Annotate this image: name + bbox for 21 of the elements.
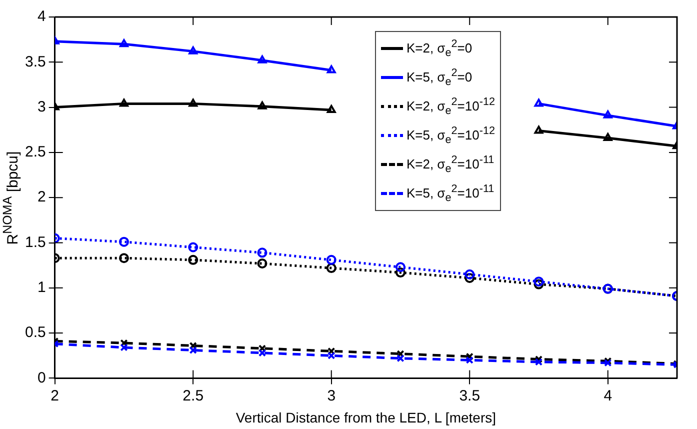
- y-tick-label: 3: [38, 98, 46, 116]
- legend-label: K=2, σ$_{e}$$^{2}$=10$^{-11}$: [406, 152, 494, 177]
- x-tick-label: 4: [604, 387, 612, 404]
- x-axis-title: Vertical Distance from the LED, L [meters]: [236, 409, 496, 426]
- legend-label: K=5, σ$_{e}$$^{2}$=10$^{-11}$: [406, 182, 494, 206]
- x-tick-label: 3: [327, 387, 336, 404]
- y-tick-label: 2: [38, 188, 46, 206]
- y-tick-label: 0: [38, 369, 46, 386]
- y-tick-label: 4: [38, 8, 46, 26]
- y-tick-label: 2.5: [24, 144, 46, 161]
- x-tick-label: 2: [50, 387, 60, 404]
- legend-label: K=2, σ$_{e}$$^{2}$=10$^{-12}$: [406, 94, 495, 119]
- legend-label: K=5, σ$_{e}$$^{2}$=0: [406, 66, 472, 90]
- y-tick-label: 0.5: [24, 324, 46, 342]
- x-tick-label: 2.5: [182, 387, 204, 404]
- y-tick-label: 3.5: [24, 53, 46, 70]
- legend-label: K=2, σ$_{e}$$^{2}$=0: [406, 37, 472, 61]
- legend-label: K=5, σ$_{e}$$^{2}$=10$^{-12}$: [406, 124, 495, 148]
- x-tick-label: 3.5: [459, 387, 480, 404]
- y-tick-label: 1: [38, 279, 46, 296]
- y-tick-label: 1.5: [24, 234, 46, 251]
